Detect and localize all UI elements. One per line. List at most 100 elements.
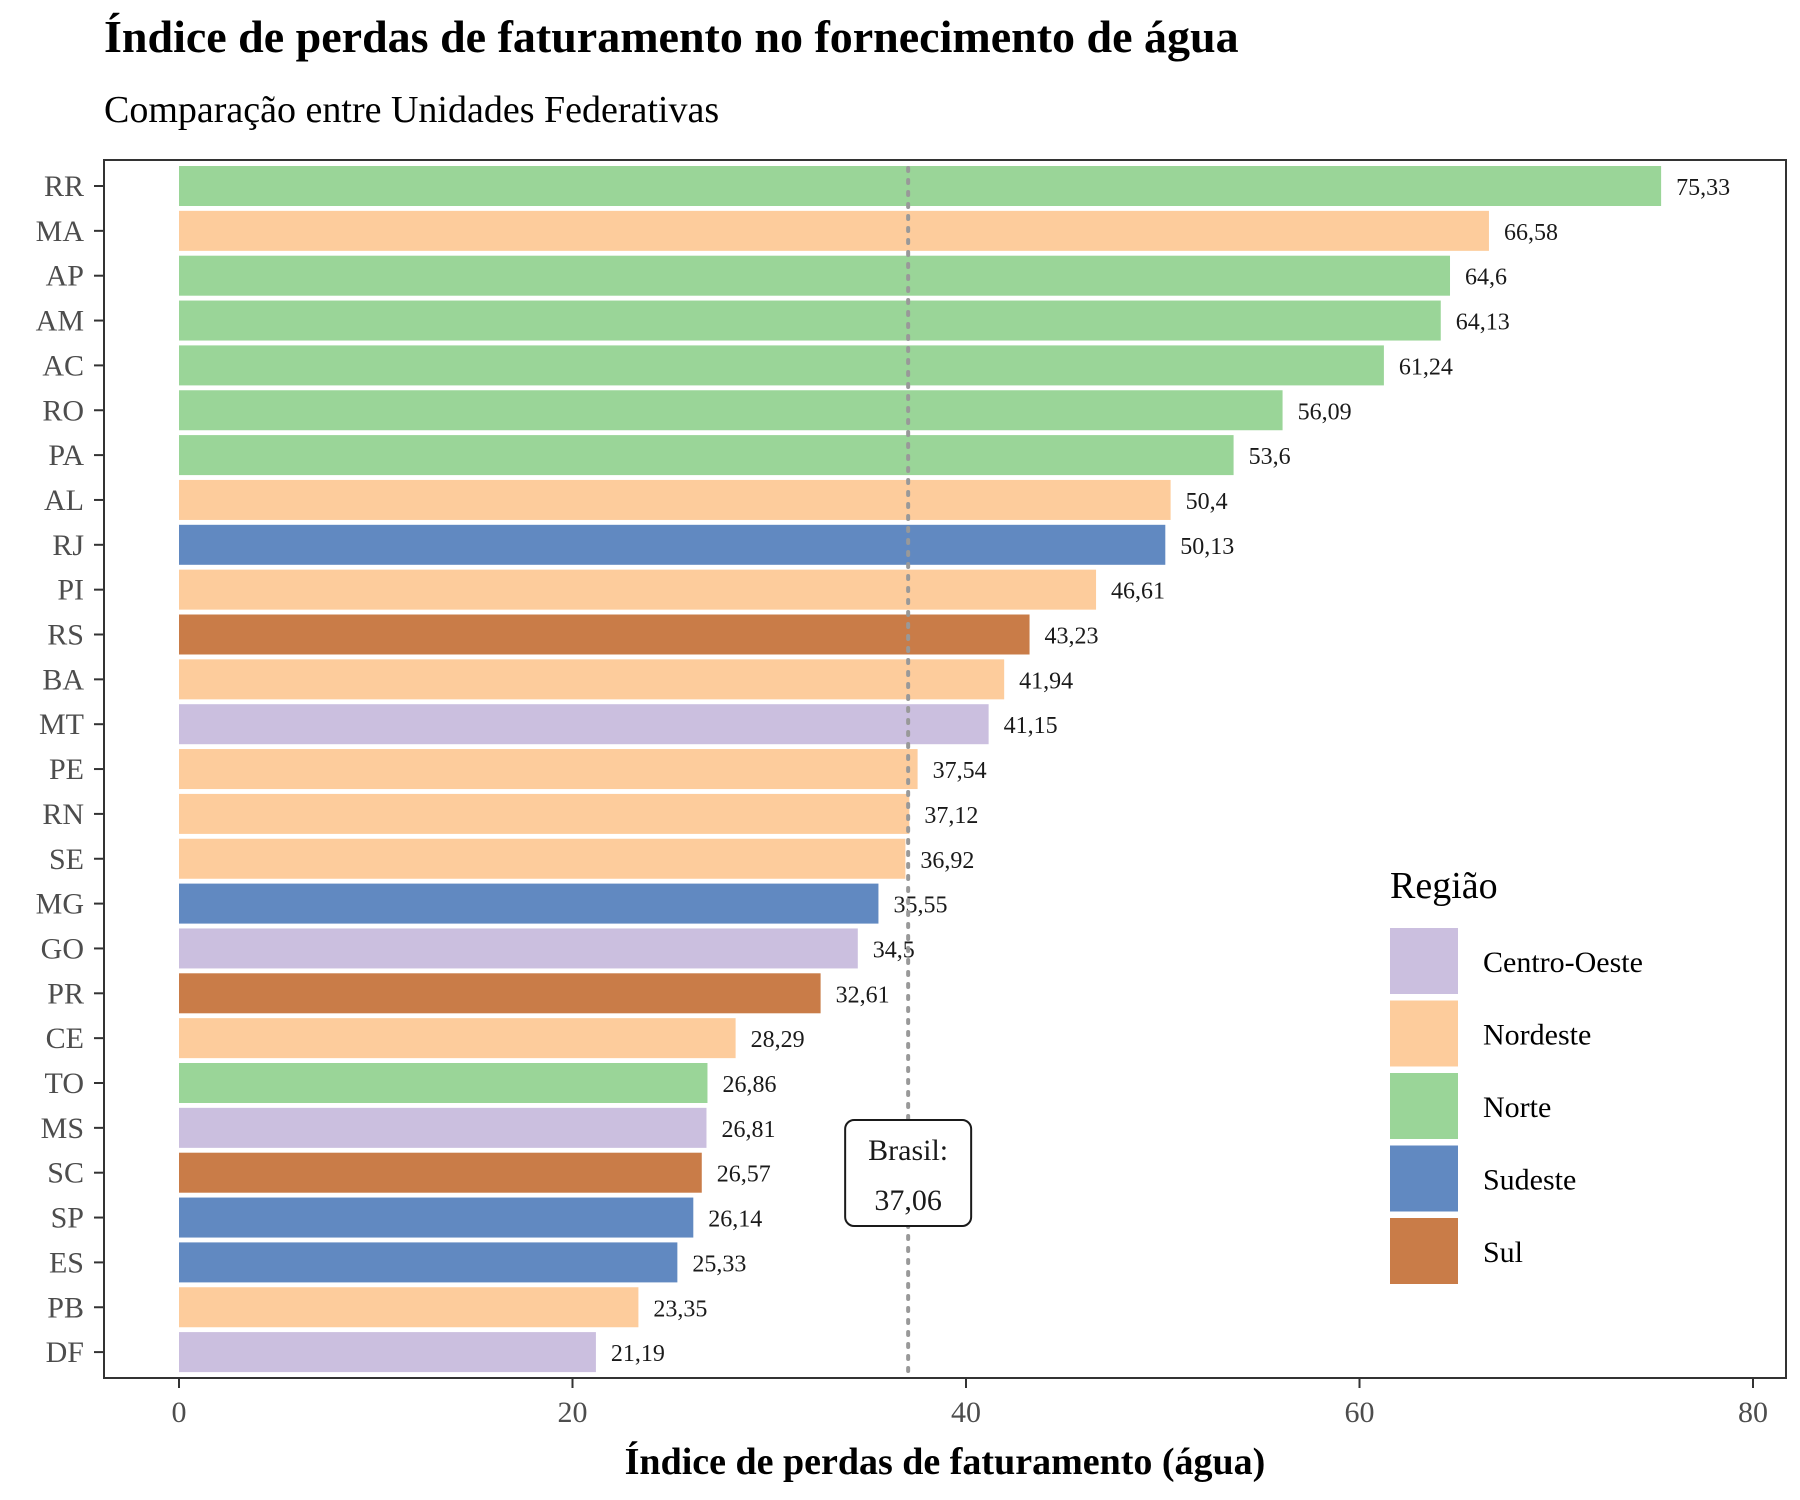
y-tick-label-ro: RO: [42, 394, 84, 427]
bar-se: [179, 838, 906, 879]
brasil-reference-box: [844, 1119, 973, 1227]
legend-title: Região: [1390, 865, 1498, 907]
data-label-rr: 75,33: [1676, 175, 1730, 201]
x-tick-label-20: 20: [558, 1396, 588, 1429]
legend-swatch-sudeste: [1390, 1145, 1458, 1212]
y-tick-label-ap: AP: [46, 260, 84, 293]
y-tick-label-df: DF: [46, 1336, 84, 1369]
data-label-df: 21,19: [611, 1341, 665, 1367]
data-label-ac: 61,24: [1399, 354, 1453, 380]
bar-to: [179, 1063, 708, 1103]
y-tick-label-pr: PR: [47, 977, 84, 1010]
data-label-pr: 32,61: [836, 982, 890, 1008]
bar-ac: [179, 345, 1384, 386]
y-tick-label-rj: RJ: [52, 529, 84, 562]
data-label-se: 36,92: [920, 848, 974, 874]
y-tick-label-ms: MS: [41, 1112, 84, 1145]
data-label-ma: 66,58: [1504, 220, 1558, 246]
bar-mg: [179, 883, 879, 924]
plot-panel-border: [103, 159, 1787, 1379]
y-tick-label-rn: RN: [42, 798, 84, 831]
y-tick-label-pe: PE: [49, 753, 84, 786]
x-tick-label-60: 60: [1345, 1396, 1375, 1429]
y-tick-label-go: GO: [41, 932, 84, 965]
y-tick-label-ba: BA: [42, 663, 84, 696]
bar-pi: [179, 569, 1097, 610]
y-tick-label-es: ES: [49, 1246, 84, 1279]
y-tick-label-mg: MG: [36, 888, 84, 921]
legend-swatch-centro-oeste: [1390, 928, 1458, 994]
x-tick-label-0: 0: [172, 1396, 187, 1429]
data-label-ba: 41,94: [1019, 668, 1073, 694]
bar-pa: [179, 435, 1234, 476]
bar-ma: [179, 210, 1489, 251]
legend-swatch-norte: [1390, 1073, 1458, 1139]
y-tick-label-mt: MT: [39, 708, 84, 741]
data-label-al: 50,4: [1186, 489, 1228, 515]
y-tick-label-pi: PI: [57, 574, 84, 607]
bar-ap: [179, 255, 1451, 296]
data-label-mt: 41,15: [1004, 713, 1058, 739]
brasil-reference-label: Brasil:: [868, 1134, 948, 1167]
y-tick-label-to: TO: [45, 1067, 84, 1100]
x-tick-label-40: 40: [951, 1396, 981, 1429]
data-label-sp: 26,14: [708, 1207, 762, 1233]
bar-rs: [179, 614, 1030, 655]
y-tick-label-am: AM: [36, 305, 84, 338]
chart-title: Índice de perdas de faturamento no forne…: [104, 11, 1239, 62]
data-label-rs: 43,23: [1045, 624, 1099, 650]
bar-rn: [179, 793, 910, 834]
y-tick-label-pa: PA: [48, 439, 84, 472]
bar-es: [179, 1242, 678, 1283]
bar-ce: [179, 1018, 736, 1059]
data-label-pe: 37,54: [933, 758, 987, 784]
legend: Região Centro-Oeste Nordeste Norte Sudeste S…: [1390, 865, 1643, 1284]
data-label-ms: 26,81: [721, 1117, 775, 1143]
x-axis-title: Índice de perdas de faturamento (água): [625, 1441, 1266, 1483]
bar-pr: [179, 973, 821, 1014]
y-tick-label-se: SE: [49, 843, 84, 876]
bars-layer: [179, 166, 1662, 1373]
y-tick-label-rr: RR: [44, 170, 84, 203]
legend-label-sudeste: Sudeste: [1483, 1164, 1576, 1197]
data-label-rj: 50,13: [1180, 534, 1234, 560]
legend-label-norte: Norte: [1483, 1091, 1551, 1124]
bar-ms: [179, 1107, 707, 1148]
brasil-reference-value: 37,06: [874, 1184, 942, 1217]
x-axis: 0 20 40 60 80: [172, 1378, 1768, 1429]
y-tick-label-al: AL: [44, 484, 84, 517]
y-tick-label-sp: SP: [51, 1202, 84, 1235]
legend-label-centro-oeste: Centro-Oeste: [1483, 946, 1643, 979]
y-tick-label-sc: SC: [47, 1157, 84, 1190]
x-tick-label-80: 80: [1738, 1396, 1768, 1429]
data-label-ro: 56,09: [1298, 399, 1352, 425]
y-tick-label-rs: RS: [47, 619, 84, 652]
data-label-am: 64,13: [1456, 310, 1510, 336]
legend-swatch-sul: [1390, 1218, 1458, 1284]
y-axis: RR MA AP AM AC RO PA AL RJ PI RS BA MT PE RN SE MG GO PR CE…: [36, 170, 104, 1369]
bar-ba: [179, 659, 1005, 700]
bar-mt: [179, 704, 989, 745]
chart-subtitle: Comparação entre Unidades Federativas: [104, 89, 720, 131]
legend-label-nordeste: Nordeste: [1483, 1019, 1591, 1052]
data-label-pb: 23,35: [653, 1296, 707, 1322]
data-label-pi: 46,61: [1111, 579, 1165, 605]
bar-df: [179, 1332, 596, 1373]
bar-sc: [179, 1152, 702, 1193]
bar-rr: [179, 166, 1662, 206]
data-label-es: 25,33: [692, 1251, 746, 1277]
data-label-sc: 26,57: [717, 1162, 771, 1188]
bar-al: [179, 479, 1171, 520]
y-tick-label-ac: AC: [42, 349, 84, 382]
bar-ro: [179, 390, 1283, 431]
bar-go: [179, 928, 858, 969]
data-label-to: 26,86: [722, 1072, 776, 1098]
bar-rj: [179, 524, 1166, 565]
data-label-mg: 35,55: [893, 893, 947, 919]
data-label-pa: 53,6: [1249, 444, 1291, 470]
bar-pe: [179, 749, 918, 790]
y-tick-label-pb: PB: [47, 1291, 84, 1324]
legend-swatch-nordeste: [1390, 1000, 1458, 1067]
bar-am: [179, 300, 1441, 341]
